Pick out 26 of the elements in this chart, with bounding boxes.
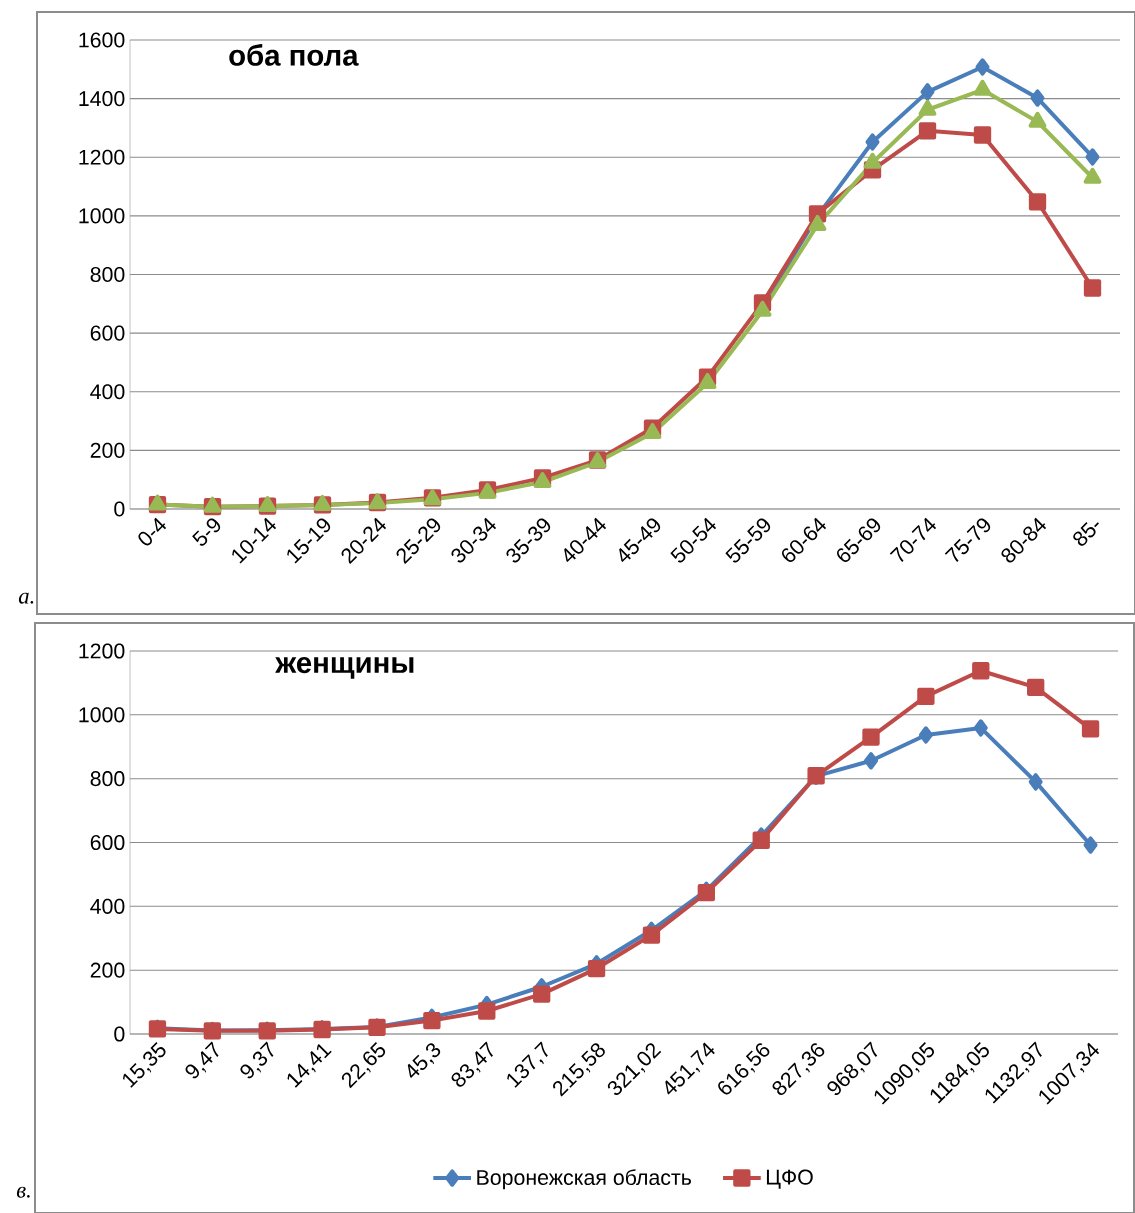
y-tick-label: 1600 [79, 32, 125, 48]
y-tick-label: 400 [90, 384, 125, 400]
x-tick-label: 0-4 [138, 517, 167, 546]
y-tick-label: 0 [114, 501, 125, 517]
chart-title: оба пола [229, 44, 359, 66]
y-tick-label: 1000 [79, 208, 125, 224]
y-tick-label: 1200 [79, 643, 125, 659]
y-tick-label: 200 [90, 442, 125, 458]
legend-label: ЦФО [766, 1169, 813, 1189]
y-tick-label: 0 [114, 1026, 125, 1042]
text: а. [18, 592, 34, 604]
y-tick-label: 800 [90, 771, 125, 787]
y-tick-label: 800 [90, 266, 125, 283]
y-tick-label: 600 [90, 325, 125, 341]
y-tick-label: 1400 [79, 91, 125, 107]
chart-title: женщины [275, 657, 414, 679]
text: в. [16, 1186, 30, 1198]
y-tick-label: 400 [90, 898, 125, 914]
x-tick-label: 85- [1073, 522, 1099, 546]
y-tick-label: 1000 [79, 707, 125, 723]
x-tick-label: 45,3 [407, 1043, 441, 1078]
y-tick-label: 1200 [79, 149, 125, 165]
y-tick-label: 200 [90, 962, 125, 978]
y-tick-label: 600 [90, 834, 125, 851]
legend-label: Воронежская область [477, 1169, 691, 1190]
x-tick-label: 5-9 [192, 518, 221, 546]
